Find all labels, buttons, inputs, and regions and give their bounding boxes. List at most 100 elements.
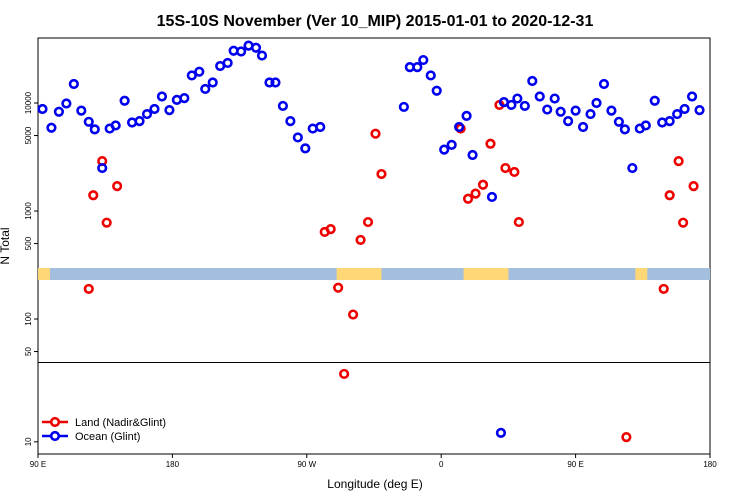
series-1-point <box>678 217 689 228</box>
series-2-point <box>134 116 145 127</box>
land-strip-3 <box>635 268 648 280</box>
series-2-point <box>495 427 507 439</box>
series-2-point <box>37 103 48 115</box>
series-1-point <box>462 193 474 204</box>
series-2-point <box>222 57 233 69</box>
series-2-point <box>156 91 168 102</box>
series-2-point <box>439 144 450 155</box>
series-2-point <box>398 101 409 113</box>
series-2-point <box>300 143 311 154</box>
x-axis: 90 E 180 90 W 0 90 E 180 <box>30 454 717 469</box>
upper-y-tick-label: 100 <box>24 312 33 326</box>
series-2-point <box>694 104 705 116</box>
series-1-point <box>658 283 669 295</box>
x-tick-label: 180 <box>703 460 717 469</box>
series-2-point <box>549 93 560 104</box>
x-tick-label: 90 W <box>297 460 316 469</box>
series-2-point <box>89 124 100 135</box>
x-tick-label: 0 <box>439 460 444 469</box>
series-2-point <box>570 105 581 116</box>
series-2-point <box>46 122 57 133</box>
plot-frame <box>37 37 711 455</box>
land-strip-0 <box>38 268 50 280</box>
series-2-point <box>285 116 296 127</box>
upper-y-tick-label: 1000 <box>24 202 33 220</box>
lower-y-tick-label: 10 <box>24 437 33 446</box>
series-2-point <box>149 103 160 115</box>
series-2-point <box>519 100 530 112</box>
chart-title: 15S-10S November (Ver 10_MIP) 2015-01-01… <box>157 13 594 30</box>
series-2-point <box>679 103 690 115</box>
series-2-point <box>555 106 566 117</box>
y-axis: 100 500 1000 5000 10000 10 50 <box>24 91 38 446</box>
series-2-point <box>672 108 683 120</box>
series-2-point <box>446 139 457 150</box>
series-2-point <box>76 105 87 116</box>
x-tick-label: 180 <box>166 460 180 469</box>
land-strip-1 <box>336 268 382 280</box>
series-2-point <box>686 91 698 102</box>
series-2-point <box>315 121 326 133</box>
series-2-point <box>619 124 630 135</box>
series-2-point <box>542 104 553 115</box>
series-1-point <box>355 234 366 246</box>
series-2-point <box>425 70 436 81</box>
legend-marker-2 <box>49 430 61 442</box>
series-2-point <box>598 78 610 90</box>
series-2-point <box>235 46 247 57</box>
series-2-point <box>585 108 596 120</box>
series-2-point <box>606 105 617 116</box>
series-1-point <box>339 368 350 380</box>
upper-y-tick-label: 5000 <box>24 126 33 144</box>
series-1-point <box>112 181 123 192</box>
legend-marker-1 <box>49 416 61 428</box>
series-1-point <box>664 190 675 201</box>
series-1-point <box>621 432 632 443</box>
series-2-point <box>83 116 94 127</box>
series-2-point <box>664 116 675 127</box>
series-1-point <box>362 216 374 228</box>
series-2-point <box>292 132 303 143</box>
series-1-point <box>470 188 481 199</box>
series-2-point <box>110 120 121 131</box>
series-1-point <box>376 168 387 180</box>
series-2-point <box>200 83 211 95</box>
series-2-point <box>527 75 538 87</box>
series-1-point <box>673 155 684 167</box>
series-1-point <box>101 217 112 228</box>
series-2-point <box>68 78 79 90</box>
series-2-point <box>207 77 218 88</box>
x-tick-label: 90 E <box>30 460 46 469</box>
series-1-point <box>347 309 359 320</box>
data-points <box>37 40 705 443</box>
series-2-point <box>506 99 517 111</box>
legend: Land (Nadir&Glint) Ocean (Glint) <box>42 416 166 443</box>
x-axis-label: Longitude (deg E) <box>327 477 422 491</box>
series-2-point <box>640 120 651 131</box>
series-2-point <box>61 98 72 109</box>
series-1-point <box>370 128 381 139</box>
series-1-point <box>83 283 94 295</box>
series-2-point <box>250 42 262 53</box>
series-2-point <box>256 50 268 61</box>
series-2-point <box>512 93 523 104</box>
series-2-point <box>563 116 574 127</box>
series-2-point <box>97 162 108 174</box>
series-2-point <box>534 91 545 102</box>
series-1-point <box>688 181 699 192</box>
series-1-point <box>477 179 489 190</box>
x-tick-label: 90 E <box>567 460 583 469</box>
y-axis-label: N Total <box>0 227 12 264</box>
land-strip-2 <box>463 268 509 280</box>
series-2-point <box>53 106 65 117</box>
upper-y-tick-label: 10000 <box>24 91 33 114</box>
series-2-point <box>461 110 472 121</box>
lower-y-tick-label: 50 <box>24 347 33 356</box>
series-2-point <box>141 108 153 120</box>
series-2-point <box>627 162 638 174</box>
series-2-point <box>194 66 205 77</box>
series-2-point <box>454 121 465 133</box>
legend-label-1: Land (Nadir&Glint) <box>75 417 166 429</box>
series-2-point <box>467 149 478 161</box>
series-2-point <box>264 77 275 88</box>
